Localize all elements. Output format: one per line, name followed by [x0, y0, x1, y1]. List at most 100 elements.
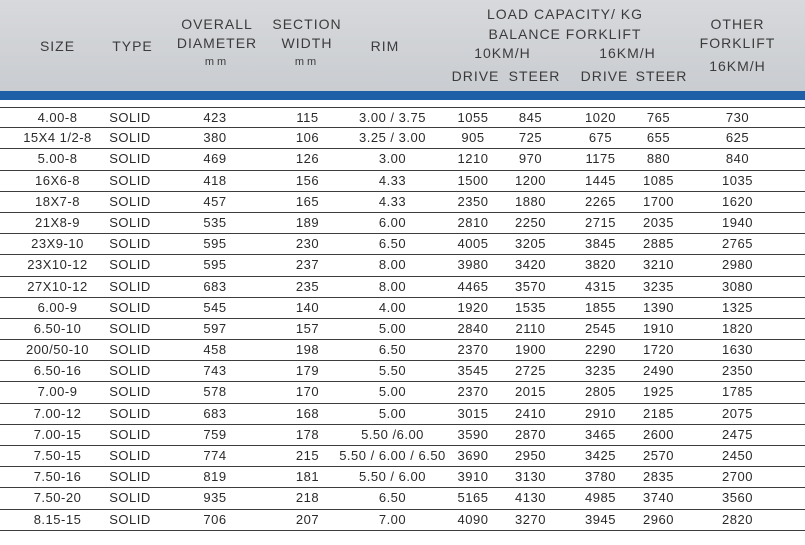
type-cell: SOLID [109, 426, 151, 442]
diameter-cell: 469 [203, 151, 227, 167]
rim-cell: 5.00 [378, 405, 407, 421]
steer-10-cell: 3420 [515, 257, 546, 273]
steer-10-cell: 1535 [515, 299, 546, 315]
rim-cell: 6.50 [378, 342, 407, 358]
steer-10-cell: 2250 [515, 214, 546, 230]
type-cell: SOLID [109, 278, 151, 294]
width-cell: 156 [295, 172, 320, 188]
header-divider-bar [0, 91, 805, 100]
steer-10-cell: 1900 [515, 342, 546, 358]
header-speed-10: 10KM/H [474, 45, 531, 61]
rim-cell: 4.33 [378, 193, 407, 209]
width-cell: 237 [295, 257, 320, 273]
drive-16-cell: 2290 [585, 342, 616, 358]
table-row: 23X10-12 SOLID 595 237 8.00 3980 3420 3820 3210 2… [0, 255, 805, 277]
type-cell: SOLID [109, 236, 151, 252]
size-cell: 7.50-16 [33, 469, 82, 485]
table-row: 7.00-12 SOLID 683 168 5.00 3015 2410 2910 2185 20… [0, 404, 805, 425]
drive-10-cell: 3015 [457, 405, 489, 421]
size-cell: 5.00-8 [37, 151, 78, 167]
drive-16-cell: 3780 [585, 469, 616, 485]
diameter-cell: 458 [203, 342, 227, 358]
diameter-cell: 380 [203, 130, 227, 146]
drive-16-cell: 675 [588, 130, 613, 146]
other-forklift-cell: 2820 [722, 511, 753, 527]
size-cell: 23X9-10 [31, 236, 84, 252]
steer-16-cell: 3235 [643, 278, 674, 294]
table-header: SIZE TYPE OVERALL DIAMETER mm SECTION WI… [0, 0, 805, 91]
size-cell: 23X10-12 [27, 257, 88, 273]
rim-cell: 3.00 [378, 151, 407, 167]
type-cell: SOLID [109, 130, 151, 146]
steer-10-cell: 4130 [515, 490, 546, 506]
other-forklift-cell: 2075 [722, 405, 753, 421]
rim-cell: 3.00 / 3.75 [359, 110, 426, 125]
steer-10-cell: 3570 [515, 278, 546, 294]
other-forklift-cell: 1820 [722, 320, 753, 336]
steer-16-cell: 2600 [643, 426, 674, 442]
width-cell: 140 [295, 299, 320, 315]
rim-cell: 8.00 [378, 278, 407, 294]
diameter-cell: 545 [203, 299, 227, 315]
type-cell: SOLID [109, 193, 151, 209]
steer-10-cell: 1200 [515, 172, 546, 188]
size-cell: 7.00-12 [33, 405, 82, 421]
steer-10-cell: 3205 [515, 236, 546, 252]
rim-cell: 4.00 [378, 299, 407, 315]
type-cell: SOLID [109, 257, 151, 273]
width-cell: 179 [295, 363, 320, 379]
drive-16-cell: 1175 [585, 151, 616, 167]
width-cell: 115 [296, 110, 319, 125]
steer-16-cell: 3210 [643, 257, 674, 273]
other-forklift-cell: 1940 [722, 214, 753, 230]
header-speed-16: 16KM/H [599, 45, 656, 61]
table-row: 7.50-16 SOLID 819 181 5.50 / 6.00 3910 3130 378… [0, 467, 805, 489]
other-forklift-cell: 840 [725, 151, 750, 167]
size-cell: 8.15-15 [33, 511, 82, 527]
steer-10-cell: 3130 [515, 469, 546, 485]
other-forklift-cell: 2475 [722, 426, 753, 442]
diameter-cell: 457 [203, 193, 227, 209]
rim-cell: 7.00 [378, 511, 407, 527]
drive-16-cell: 2805 [585, 384, 616, 400]
drive-16-cell: 1445 [585, 172, 616, 188]
drive-16-cell: 4315 [585, 278, 616, 294]
width-cell: 198 [295, 342, 320, 358]
other-forklift-cell: 2700 [722, 469, 753, 485]
size-cell: 7.00-15 [33, 426, 82, 442]
drive-16-cell: 3945 [585, 511, 616, 527]
drive-16-cell: 2715 [585, 214, 616, 230]
table-row: 18X7-8 SOLID 457 165 4.33 2350 1880 2265 1700 162… [0, 192, 805, 213]
table-body: 4.00-8 SOLID 423 115 3.00 / 3.75 1055 845 1020 7… [0, 107, 805, 531]
size-cell: 27X10-12 [27, 278, 88, 294]
drive-16-cell: 4985 [585, 490, 616, 506]
width-cell: 230 [295, 236, 320, 252]
other-forklift-cell: 625 [725, 130, 750, 146]
other-forklift-cell: 1630 [722, 342, 753, 358]
table-row: 7.50-20 SOLID 935 218 6.50 5165 4130 4985 3740 35… [0, 488, 805, 510]
table-row: 6.00-9 SOLID 545 140 4.00 1920 1535 1855 1390 132… [0, 298, 805, 319]
steer-16-cell: 2960 [643, 511, 674, 527]
table-row: 16X6-8 SOLID 418 156 4.33 1500 1200 1445 1085 103… [0, 171, 805, 192]
width-cell: 126 [295, 151, 320, 167]
diameter-cell: 683 [203, 405, 227, 421]
rim-cell: 3.25 / 3.00 [359, 130, 426, 146]
steer-16-cell: 2835 [643, 469, 674, 485]
type-cell: SOLID [109, 151, 151, 167]
other-forklift-cell: 1035 [722, 172, 753, 188]
diameter-cell: 423 [203, 110, 227, 125]
steer-10-cell: 2110 [515, 320, 546, 336]
diameter-cell: 418 [203, 172, 227, 188]
steer-10-cell: 725 [518, 130, 543, 146]
drive-10-cell: 1500 [457, 172, 489, 188]
rim-cell: 5.50 / 6.00 / 6.50 [339, 448, 446, 463]
table-row: 7.00-9 SOLID 578 170 5.00 2370 2015 2805 1925 178… [0, 382, 805, 404]
width-cell: 215 [295, 448, 320, 463]
size-cell: 21X8-9 [35, 214, 80, 230]
drive-16-cell: 3465 [585, 426, 616, 442]
type-cell: SOLID [109, 405, 151, 421]
diameter-cell: 706 [203, 511, 227, 527]
header-drive-10: DRIVE [451, 68, 500, 84]
size-cell: 6.50-16 [33, 363, 82, 379]
other-forklift-cell: 1620 [722, 193, 753, 209]
